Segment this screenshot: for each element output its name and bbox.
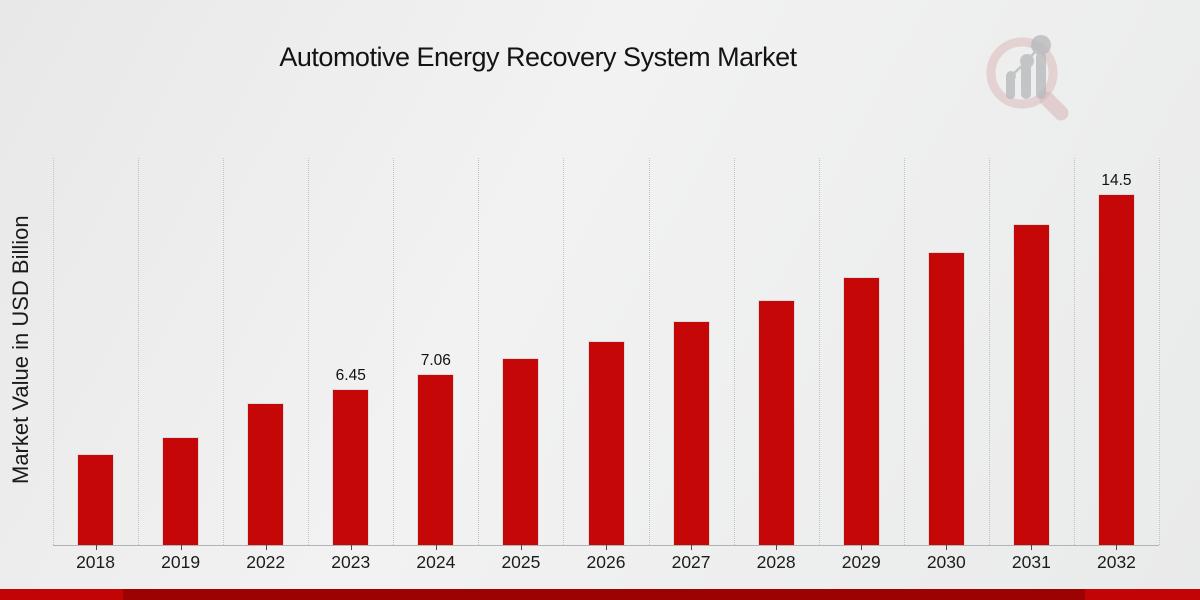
mrfr-logo-watermark [986, 35, 1069, 121]
y-axis-title: Market Value in USD Billion [8, 215, 33, 485]
gridline [733, 158, 735, 545]
x-axis-label-2028: 2028 [756, 552, 796, 572]
x-axis-tick [180, 545, 182, 550]
bar-2026 [587, 340, 625, 545]
bar-value-label-2024: 7.06 [420, 352, 451, 370]
gridline [648, 158, 650, 545]
gridline [138, 158, 140, 545]
footer-strip-left [0, 589, 123, 600]
gridline [1159, 158, 1160, 545]
footer-brand-strip [0, 589, 1200, 600]
bar-2023 [332, 389, 370, 545]
bar-chart-plot-area: 6.45 7.06 14.5 [53, 158, 1160, 545]
bar-2027 [672, 321, 710, 545]
gridline [393, 158, 395, 545]
x-axis-tick [350, 545, 352, 550]
x-axis-label-2030: 2030 [926, 552, 966, 572]
x-axis-label-2025: 2025 [501, 552, 541, 572]
x-axis-label-2018: 2018 [76, 552, 115, 572]
bar-2024 [417, 374, 455, 545]
x-axis-label-2024: 2024 [416, 552, 456, 572]
bar-2032 [1097, 194, 1135, 545]
footer-strip-right [1085, 589, 1200, 600]
gridline [478, 158, 480, 545]
gridline [818, 158, 820, 545]
gridline [1073, 158, 1075, 545]
x-axis-tick [776, 545, 778, 550]
gridline [308, 158, 310, 545]
x-axis-label-2029: 2029 [841, 552, 881, 572]
x-axis-tick [265, 545, 267, 550]
x-axis-tick [861, 545, 863, 550]
bar-2025 [502, 358, 540, 545]
bar-value-label-2023: 6.45 [335, 367, 366, 384]
bar-2028 [757, 300, 795, 545]
bar-2022 [247, 402, 285, 545]
bar-trend-icon [1006, 35, 1051, 99]
gridline [903, 158, 905, 545]
bar-2019 [162, 437, 200, 545]
x-axis-label-2019: 2019 [161, 552, 201, 572]
bar-2031 [1012, 224, 1050, 545]
x-axis-label-2023: 2023 [331, 552, 371, 572]
magnifier-icon [986, 37, 1069, 121]
x-axis-label-2022: 2022 [246, 552, 286, 572]
x-axis-label-2027: 2027 [671, 552, 711, 572]
x-axis-tick [691, 545, 693, 550]
x-axis-tick [1116, 545, 1118, 550]
bar-2018 [77, 454, 115, 545]
bar-2029 [842, 277, 880, 545]
gridline [563, 158, 565, 545]
x-axis-tick [1031, 545, 1033, 550]
gridline [988, 158, 990, 545]
x-axis-label-2026: 2026 [586, 552, 626, 572]
bar-value-label-2032: 14.5 [1101, 172, 1132, 190]
x-axis-tick [95, 545, 97, 550]
page-title: Automotive Energy Recovery System Market [279, 42, 797, 72]
gridline [223, 158, 225, 545]
x-axis-tick [606, 545, 607, 550]
bar-2030 [927, 252, 965, 545]
footer-strip-center [123, 589, 1085, 600]
x-axis-label-2032: 2032 [1096, 552, 1136, 572]
x-axis-tick [946, 545, 948, 550]
x-axis-tick [520, 545, 522, 550]
x-axis-tick [435, 545, 437, 550]
gridline [53, 158, 54, 545]
x-axis-label-2031: 2031 [1011, 552, 1051, 572]
